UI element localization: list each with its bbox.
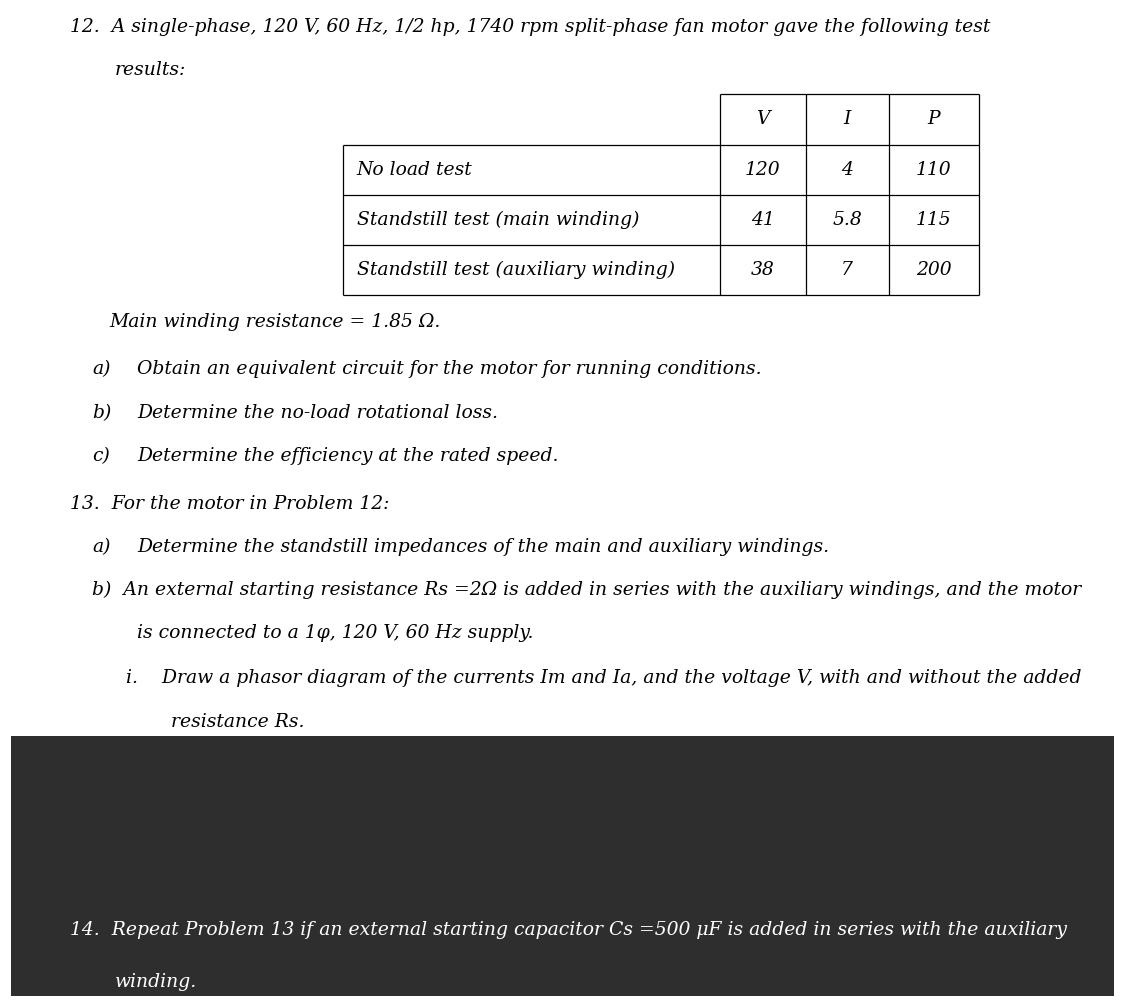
Text: V: V [756, 111, 770, 128]
Text: is connected to a 1φ, 120 V, 60 Hz supply.: is connected to a 1φ, 120 V, 60 Hz suppl… [137, 625, 533, 642]
Text: 4: 4 [842, 160, 853, 178]
Text: I: I [844, 111, 850, 128]
Text: b)  An external starting resistance Rs =2Ω is added in series with the auxiliary: b) An external starting resistance Rs =2… [92, 582, 1081, 600]
Text: Main winding resistance = 1.85 Ω.: Main winding resistance = 1.85 Ω. [109, 312, 441, 331]
Text: winding.: winding. [115, 974, 197, 991]
Text: 41: 41 [750, 211, 775, 229]
Text: 12.  A single-phase, 120 V, 60 Hz, 1/2 hp, 1740 rpm split-phase fan motor gave t: 12. A single-phase, 120 V, 60 Hz, 1/2 hp… [70, 18, 990, 36]
Text: a): a) [92, 538, 110, 555]
Text: Determine the standstill impedances of the main and auxiliary windings.: Determine the standstill impedances of t… [137, 538, 829, 555]
Text: a): a) [92, 361, 110, 378]
Text: 120: 120 [745, 160, 781, 178]
Text: No load test: No load test [357, 160, 472, 178]
Text: b): b) [92, 404, 111, 421]
Text: c): c) [92, 448, 110, 465]
Text: P: P [927, 111, 940, 128]
Text: i.    Draw a phasor diagram of the currents Im and Ia, and the voltage V, with a: i. Draw a phasor diagram of the currents… [126, 669, 1081, 687]
Text: 5.8: 5.8 [832, 211, 862, 229]
Text: 38: 38 [750, 261, 775, 279]
Text: 14.  Repeat Problem 13 if an external starting capacitor Cs =500 μF is added in : 14. Repeat Problem 13 if an external sta… [70, 921, 1066, 939]
Text: Obtain an equivalent circuit for the motor for running conditions.: Obtain an equivalent circuit for the mot… [137, 361, 762, 378]
Text: Standstill test (auxiliary winding): Standstill test (auxiliary winding) [357, 261, 675, 279]
Text: 110: 110 [916, 160, 952, 178]
Text: Determine the no-load rotational loss.: Determine the no-load rotational loss. [137, 404, 498, 421]
Text: 7: 7 [842, 261, 853, 279]
Text: results:: results: [115, 61, 186, 80]
Text: resistance Rs.: resistance Rs. [171, 713, 305, 731]
Text: Determine the efficiency at the rated speed.: Determine the efficiency at the rated sp… [137, 448, 559, 465]
Text: 13.  For the motor in Problem 12:: 13. For the motor in Problem 12: [70, 495, 389, 513]
Text: 115: 115 [916, 211, 952, 229]
Text: ii.   Compare the starting torques and starting currents with and without the ad: ii. Compare the starting torques and sta… [126, 756, 1032, 774]
Text: 200: 200 [916, 261, 952, 279]
Text: Standstill test (main winding): Standstill test (main winding) [357, 211, 639, 229]
